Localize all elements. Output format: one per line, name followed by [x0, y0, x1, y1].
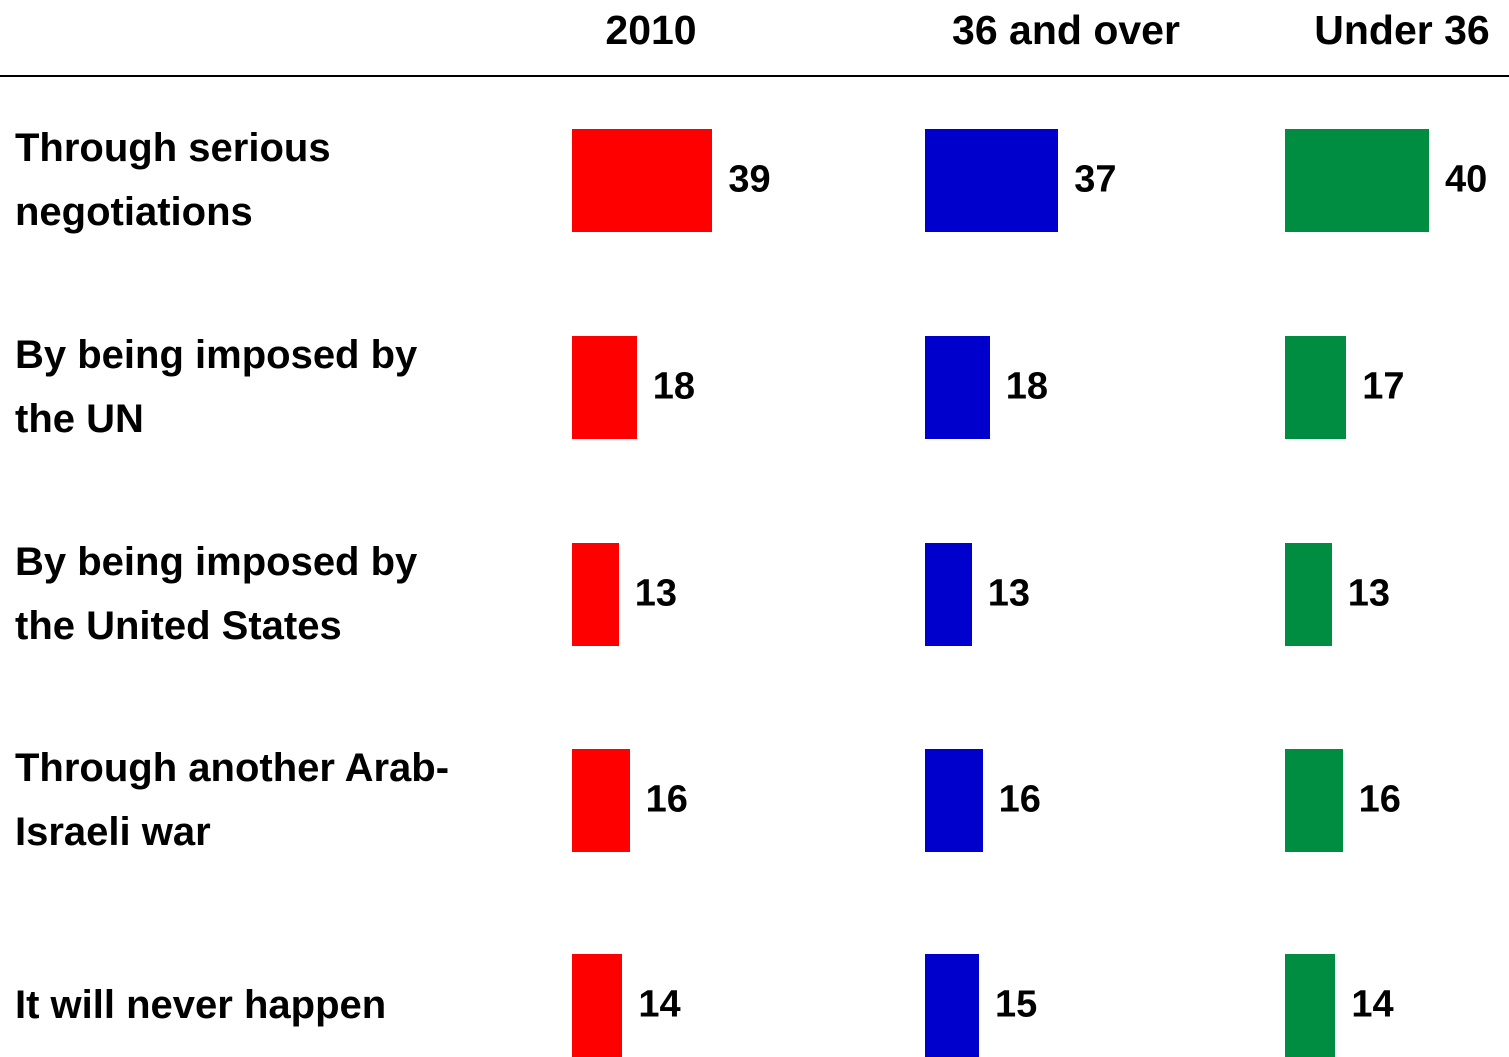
value-label: 16 — [998, 778, 1041, 821]
category-label: By being imposed by the United States — [15, 540, 418, 648]
value-label: 18 — [1005, 365, 1049, 408]
bar — [572, 953, 623, 1057]
bar — [572, 128, 713, 232]
value-label: 17 — [1362, 365, 1405, 408]
bar — [925, 128, 1059, 232]
bar — [572, 542, 619, 646]
value-label: 13 — [987, 572, 1031, 615]
bar — [925, 542, 972, 646]
bar — [1285, 748, 1343, 852]
value-label: 18 — [652, 365, 696, 408]
value-label: 37 — [1074, 158, 1117, 201]
header-rule — [0, 75, 1509, 77]
value-label: 13 — [634, 572, 678, 615]
value-label: 16 — [645, 778, 688, 821]
bar — [925, 953, 979, 1057]
bar — [572, 335, 637, 439]
category-label: Through serious negotiations — [15, 126, 331, 234]
bar — [1285, 542, 1332, 646]
series-header: 2010 — [605, 7, 697, 53]
value-label: 15 — [995, 983, 1038, 1026]
category-label: Through another Arab-Israeli war — [15, 746, 450, 854]
bar — [925, 748, 983, 852]
value-label: 14 — [638, 983, 681, 1026]
category-label: By being imposed by the UN — [15, 333, 418, 441]
value-label: 39 — [728, 158, 771, 201]
bar — [925, 335, 990, 439]
bar — [1285, 953, 1336, 1057]
bar — [1285, 335, 1347, 439]
value-label: 16 — [1358, 778, 1401, 821]
value-label: 13 — [1347, 572, 1391, 615]
category-label: It will never happen — [15, 983, 387, 1027]
bar — [572, 748, 630, 852]
value-label: 40 — [1445, 158, 1488, 201]
bar — [1285, 128, 1429, 232]
series-header: Under 36 — [1314, 7, 1490, 53]
value-label: 14 — [1351, 983, 1394, 1026]
series-header: 36 and over — [952, 7, 1180, 53]
